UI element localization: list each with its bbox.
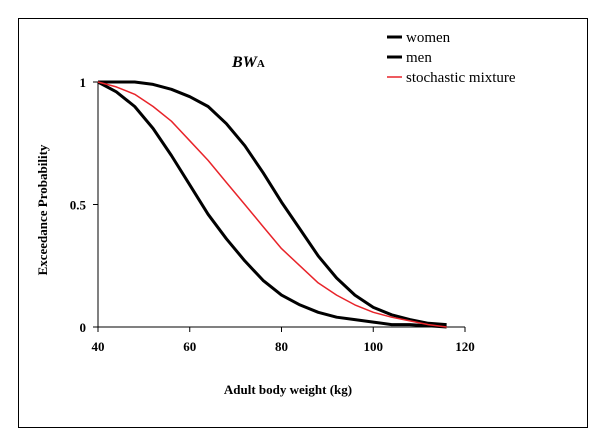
plot-title: BWA (231, 54, 265, 71)
svg-text:BWA: BWA (231, 54, 265, 71)
x-tick-label: 80 (275, 339, 288, 354)
series-line-women (97, 80, 447, 329)
y-axis-title: Exceedance Probability (35, 144, 50, 275)
x-tick-label: 40 (92, 339, 105, 354)
legend-label-women: women (406, 30, 451, 46)
x-axis-title: Adult body weight (kg) (224, 382, 352, 397)
x-tick-label: 60 (183, 339, 196, 354)
plot-title-main: BW (231, 54, 259, 71)
series-layer (97, 80, 447, 329)
y-tick-label: 0 (80, 320, 87, 335)
x-tick-label: 100 (364, 339, 384, 354)
legend-label-men: men (406, 50, 432, 66)
axes: 40 60 80 100 120 0 0.5 1 (70, 75, 475, 354)
x-tick-label: 120 (455, 339, 475, 354)
y-tick-label: 0.5 (70, 198, 87, 213)
plot-title-subscript: A (257, 58, 265, 70)
legend-label-stochastic-mixture: stochastic mixture (406, 70, 516, 86)
y-tick-label: 1 (80, 75, 87, 90)
legend: women men stochastic mixture (387, 30, 516, 86)
series-line-men (98, 80, 447, 327)
series-line-stochastic-mixture (97, 81, 447, 328)
